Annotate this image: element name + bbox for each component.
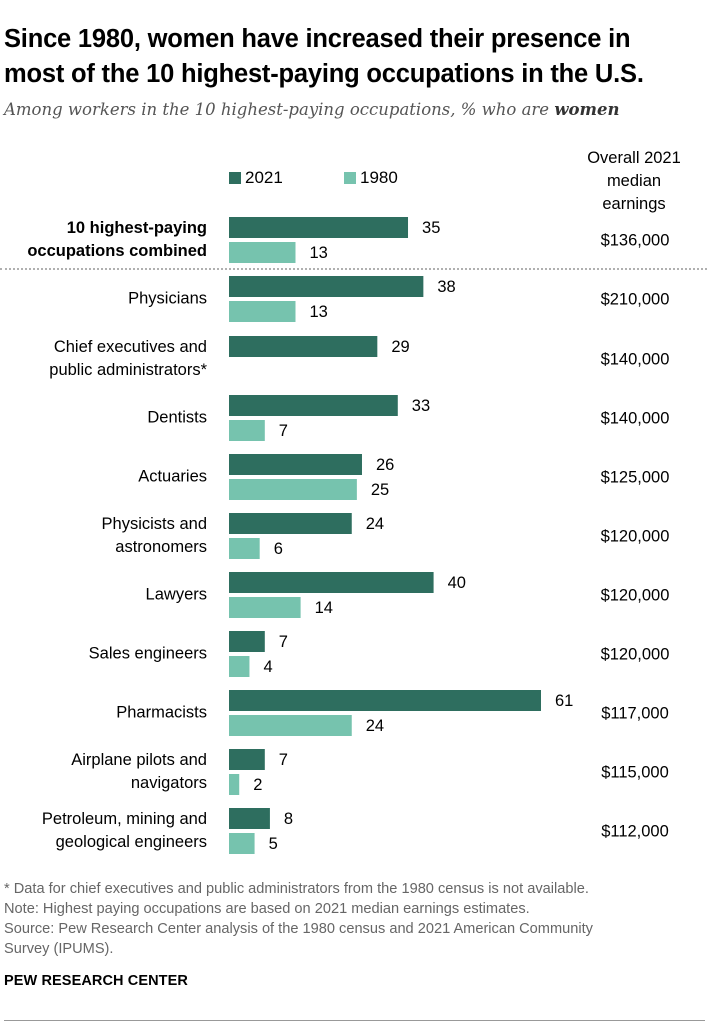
bar-1980 [229,833,255,854]
chart-subtitle: Among workers in the 10 highest-paying o… [4,100,704,119]
bar-2021 [229,217,409,238]
category-label: Physicians [128,289,207,307]
bar-1980 [229,479,357,500]
value-label-1980: 6 [274,540,283,558]
bar-1980 [229,538,260,559]
category-label-line1: Petroleum, mining and [42,810,207,828]
earnings-column-header: Overall 2021 median earnings [564,147,704,216]
footnotes: * Data for chief executives and public a… [4,879,704,959]
footnote-source: Source: Pew Research Center analysis of … [4,921,593,937]
value-label-1980: 24 [366,717,384,735]
value-label-2021: 40 [448,574,466,592]
bar-2021 [229,513,352,534]
category-label: Sales engineers [89,644,207,662]
legend-item-2021: 2021 [229,168,283,188]
bar-1980 [229,597,301,618]
category-label-line2: astronomers [115,538,207,556]
bar-2021 [229,395,398,416]
combined-separator [0,268,707,270]
earnings-header-line1: Overall 2021 [587,149,681,167]
bottom-rule [4,1020,705,1021]
value-label-1980: 13 [309,303,327,321]
earnings-value: $120,000 [601,645,670,663]
chart-title-line1: Since 1980, women have increased their p… [4,25,631,53]
value-label-1980: 4 [263,658,272,676]
category-label-line2: occupations combined [27,242,207,260]
value-label-2021: 38 [437,278,455,296]
value-label-1980: 2 [253,776,262,794]
bar-2021 [229,690,541,711]
footnote-note: Note: Highest paying occupations are bas… [4,901,530,917]
earnings-value: $112,000 [601,822,669,840]
legend-swatch-1980 [344,172,356,184]
chart-title: Since 1980, women have increased their p… [4,22,704,92]
category-label-line1: Physicists and [102,515,207,533]
subtitle-prefix: Among workers in the 10 highest-paying o… [4,100,555,119]
earnings-value: $120,000 [601,527,670,545]
bar-2021 [229,454,362,475]
value-label-1980: 5 [269,835,278,853]
category-label-line2: navigators [131,774,207,792]
value-label-2021: 24 [366,515,384,533]
category-label: Dentists [147,408,207,426]
value-label-2021: 26 [376,456,394,474]
value-label-2021: 7 [279,633,288,651]
value-label-2021: 8 [284,810,293,828]
earnings-header-line2: median [606,172,662,190]
category-label-line1: Airplane pilots and [71,751,207,769]
value-label-2021: 29 [391,338,409,356]
category-label-line1: Chief executives and [54,338,207,356]
category-label-line2: geological engineers [56,833,207,851]
category-label: Actuaries [138,467,207,485]
bar-2021 [229,749,265,770]
bar-1980 [229,715,352,736]
value-label-1980: 13 [309,244,327,262]
earnings-value: $140,000 [601,350,670,368]
category-label: Lawyers [146,585,207,603]
bar-2021 [229,808,270,829]
value-label-1980: 25 [371,481,389,499]
subtitle-emphasis: women [554,100,620,119]
earnings-value: $120,000 [601,586,670,604]
earnings-value: $136,000 [601,231,670,249]
earnings-value: $210,000 [601,290,670,308]
value-label-2021: 35 [422,219,440,237]
bar-1980 [229,774,240,795]
bar-2021 [229,336,378,357]
value-label-1980: 14 [315,599,333,617]
earnings-value: $140,000 [601,409,670,427]
earnings-value: $115,000 [601,763,669,781]
value-label-2021: 61 [555,692,573,710]
legend-label-1980: 1980 [360,168,398,187]
footnote-asterisk: * Data for chief executives and public a… [4,881,589,897]
earnings-value: $117,000 [601,704,669,722]
value-label-2021: 7 [279,751,288,769]
category-label-line2: public administrators* [49,361,207,379]
legend-item-1980: 1980 [344,168,398,188]
footnote-source-cont: Survey (IPUMS). [4,941,114,957]
earnings-header-line3: earnings [602,195,666,213]
bar-1980 [229,242,296,263]
legend-label-2021: 2021 [245,168,283,187]
brand-logo-text: PEW RESEARCH CENTER [4,973,188,989]
earnings-value: $125,000 [601,468,670,486]
bar-1980 [229,301,296,322]
value-label-1980: 7 [279,422,288,440]
chart-title-line2: most of the 10 highest-paying occupation… [4,60,644,88]
bar-2021 [229,276,424,297]
bar-1980 [229,420,265,441]
category-label: Pharmacists [116,703,207,721]
bar-2021 [229,572,434,593]
category-label-line1: 10 highest-paying [67,219,207,237]
bar-1980 [229,656,250,677]
bar-chart: 10 highest-paying occupations combined 35 1… [27,217,670,854]
legend-swatch-2021 [229,172,241,184]
bar-2021 [229,631,265,652]
value-label-2021: 33 [412,397,430,415]
